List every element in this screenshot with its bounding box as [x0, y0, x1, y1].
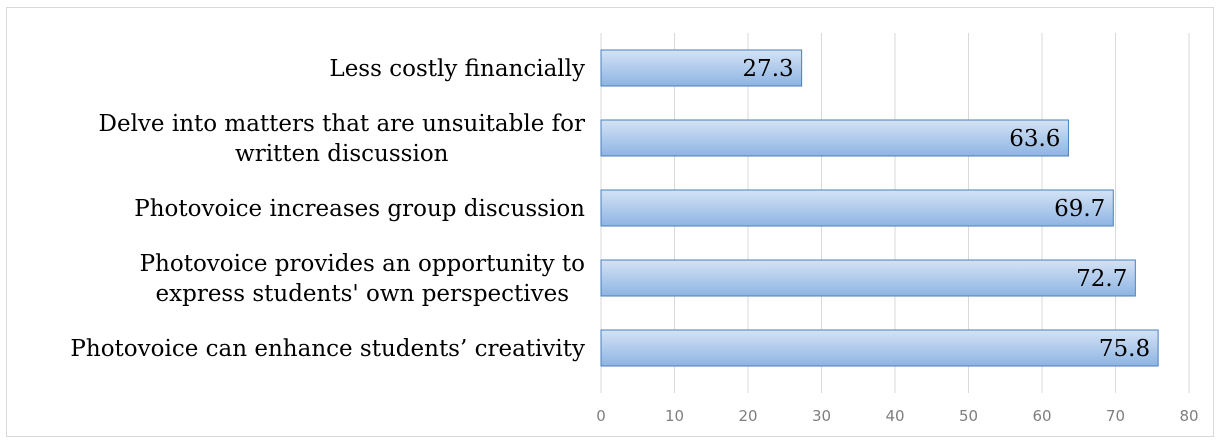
bar-2 [600, 189, 1114, 227]
category-label-line: Photovoice provides an opportunity to [140, 251, 585, 277]
data-label-2: 69.7 [1054, 196, 1105, 222]
data-label-4: 75.8 [1099, 336, 1150, 362]
x-tick-label-10: 10 [665, 407, 684, 425]
category-label-0: Less costly financially [329, 56, 585, 82]
bars [600, 49, 1159, 367]
bar-3 [600, 259, 1136, 297]
x-tick-label-50: 50 [959, 407, 978, 425]
category-label-line: Photovoice can enhance students’ creativ… [70, 336, 585, 362]
category-label-line: express students' own perspectives [156, 281, 570, 307]
category-label-3: Photovoice provides an opportunity to exp… [140, 251, 585, 307]
category-label-2: Photovoice increases group discussion [134, 196, 585, 222]
x-tick-label-30: 30 [812, 407, 831, 425]
data-label-1: 63.6 [1009, 126, 1060, 152]
category-label-1: Delve into matters that are unsuitable f… [99, 111, 585, 167]
category-label-line: Delve into matters that are unsuitable f… [99, 111, 585, 137]
x-tick-label-80: 80 [1179, 407, 1198, 425]
x-tick-label-60: 60 [1032, 407, 1051, 425]
category-label-line: Less costly financially [329, 56, 585, 82]
horizontal-bar-chart: 0 10 20 30 40 50 60 70 80 27.3 Less costly financi… [70, 33, 1199, 425]
bar-0 [600, 49, 803, 87]
x-tick-label-0: 0 [596, 407, 606, 425]
bar-4 [600, 329, 1159, 367]
x-tick-label-20: 20 [738, 407, 757, 425]
data-label-3: 72.7 [1076, 266, 1127, 292]
category-label-4: Photovoice can enhance students’ creativ… [70, 336, 585, 362]
chart-frame: 0 10 20 30 40 50 60 70 80 27.3 Less costly financi… [6, 7, 1214, 437]
category-label-line: Photovoice increases group discussion [134, 196, 585, 222]
bar-1 [600, 119, 1069, 157]
data-label-0: 27.3 [742, 56, 793, 82]
category-label-line: written discussion [235, 141, 449, 167]
x-tick-label-40: 40 [885, 407, 904, 425]
labels: 0 10 20 30 40 50 60 70 80 27.3 Less costly financi… [70, 56, 1198, 425]
x-tick-label-70: 70 [1106, 407, 1125, 425]
